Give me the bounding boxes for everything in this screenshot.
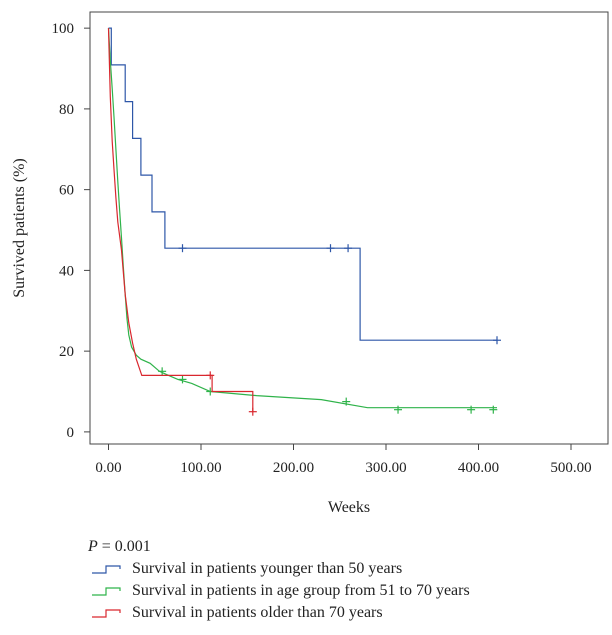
legend-item-series-over-70: Survival in patients older than 70 years [88, 602, 608, 624]
x-tick-label: 300.00 [365, 460, 406, 476]
p-value-label: P [88, 538, 98, 555]
y-axis-title: Survived patients (%) [11, 158, 28, 298]
x-tick-label: 0.00 [95, 460, 121, 476]
y-tick-label: 60 [59, 183, 74, 199]
series-51-to-70-censor-mark [394, 405, 403, 414]
series-under-50-censor-mark [326, 244, 335, 253]
legend-label: Survival in patients younger than 50 yea… [132, 560, 403, 577]
y-tick-label: 40 [59, 263, 74, 279]
x-tick-label: 200.00 [273, 460, 314, 476]
series-over-70-censor-mark [248, 407, 257, 416]
series-51-to-70-censor-mark [158, 367, 167, 376]
legend-label: Survival in patients older than 70 years [132, 604, 383, 621]
series-51-to-70-line [107, 28, 497, 409]
p-value: P = 0.001 [88, 536, 608, 558]
series-over-70-line [107, 28, 254, 412]
legend-swatch [92, 587, 121, 596]
series-under-50-line [108, 27, 497, 341]
x-axis-title: Weeks [328, 499, 370, 516]
legend-swatch [92, 565, 121, 574]
legend-item-series-51-to-70: Survival in patients in age group from 5… [88, 580, 608, 602]
series-51-to-70-censor-mark [489, 405, 498, 414]
x-tick-label: 400.00 [458, 460, 499, 476]
survival-chart: 0.00 100.00 200.00 300.00 400.00 500.00 0 20 40 6… [11, 11, 609, 516]
x-tick-label: 500.00 [550, 460, 591, 476]
y-tick-label: 100 [52, 21, 75, 37]
series-51-to-70-censor-mark [178, 375, 187, 384]
series-under-50-censor-mark [493, 336, 501, 345]
plot-frame [89, 11, 609, 445]
p-value-text: = 0.001 [97, 538, 151, 555]
y-tick-label: 20 [59, 344, 74, 360]
series-51-to-70-censor-mark [467, 405, 476, 414]
legend-items: Survival in patients younger than 50 yea… [88, 558, 608, 624]
series-under-50-censor-mark [344, 244, 353, 253]
y-tick-label: 80 [59, 102, 74, 118]
legend-item-series-under-50: Survival in patients younger than 50 yea… [88, 558, 608, 580]
series-51-to-70-censor-mark [342, 397, 351, 406]
legend: P = 0.001 Survival in patients younger t… [88, 536, 608, 624]
x-tick-label: 100.00 [180, 460, 221, 476]
y-tick-label: 0 [67, 425, 75, 441]
legend-swatch [92, 609, 121, 618]
legend-label: Survival in patients in age group from 5… [132, 582, 470, 599]
series-over-70-censor-mark [206, 371, 215, 380]
series-under-50-censor-mark [178, 244, 187, 253]
